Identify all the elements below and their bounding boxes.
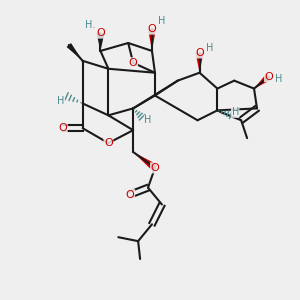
Polygon shape bbox=[97, 33, 104, 51]
Text: H: H bbox=[275, 74, 283, 84]
Text: O: O bbox=[148, 24, 156, 34]
Text: O: O bbox=[96, 28, 105, 38]
Text: H: H bbox=[232, 107, 239, 117]
Text: O: O bbox=[104, 138, 113, 148]
Text: O: O bbox=[126, 190, 135, 200]
Polygon shape bbox=[196, 53, 203, 73]
Text: H: H bbox=[57, 97, 64, 106]
Text: O: O bbox=[265, 72, 273, 82]
Polygon shape bbox=[133, 152, 157, 171]
Text: H: H bbox=[158, 16, 166, 26]
Text: O: O bbox=[129, 58, 137, 68]
Text: O: O bbox=[151, 163, 159, 173]
Text: O: O bbox=[195, 48, 204, 58]
Text: O: O bbox=[58, 123, 67, 133]
Polygon shape bbox=[254, 74, 272, 88]
Polygon shape bbox=[148, 29, 156, 51]
Text: H.: H. bbox=[85, 20, 96, 30]
Text: H: H bbox=[144, 115, 152, 125]
Polygon shape bbox=[67, 43, 82, 61]
Text: H: H bbox=[206, 43, 213, 53]
